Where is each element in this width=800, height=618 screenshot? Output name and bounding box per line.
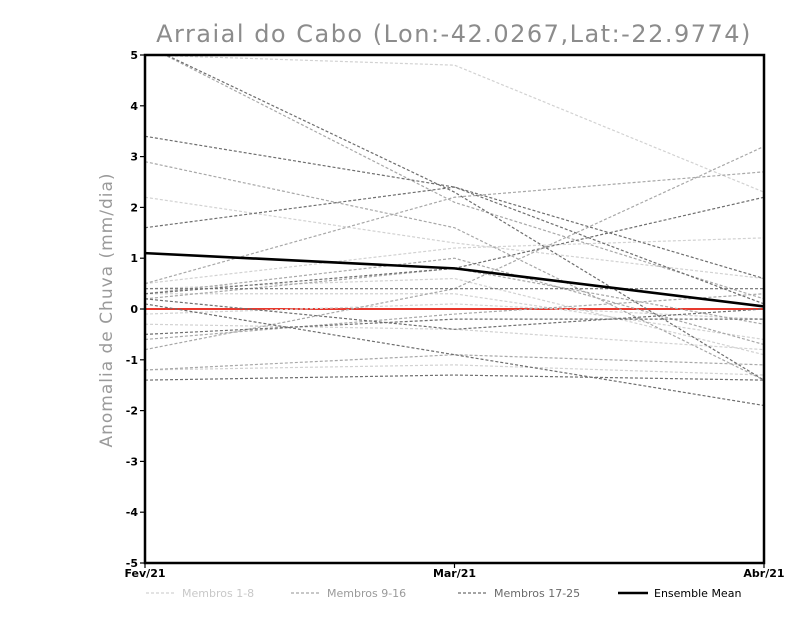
series-line-m04 [145,303,764,320]
x-tick-label: Fev/21 [124,567,165,580]
series-line-m25 [145,298,764,330]
series-line-m03 [145,293,764,341]
series-line-m10 [145,161,764,381]
series-line-m11 [145,171,764,285]
x-tick-label: Mar/21 [433,567,476,580]
series-line-m02 [145,196,764,280]
y-tick-label: 1 [130,252,138,265]
y-axis-label: Anomalia de Chuva (mm/dia) [97,172,117,447]
y-tick-label: -1 [126,354,138,367]
x-tick-label: Abr/21 [743,567,784,580]
y-tick-label: 2 [130,201,138,214]
legend-label: Membros 1-8 [182,587,254,600]
y-tick-label: 5 [130,49,138,62]
y-tick-label: -5 [126,557,138,570]
y-tick-label: -3 [126,455,138,468]
series-line-m20 [145,303,764,407]
ensemble-mean-line [145,251,764,308]
legend: Membros 1-8 Membros 9-16 Membros 17-25 Ense… [146,587,741,600]
series-line-m05 [145,323,764,351]
series-line-m15 [145,354,764,371]
series-line-m01 [145,55,764,193]
y-tick-label: -4 [126,506,139,519]
legend-label: Membros 9-16 [327,587,406,600]
series-line-m23 [145,196,764,295]
y-tick-label: 0 [130,303,138,316]
legend-label: Membros 17-25 [494,587,580,600]
series-line-m18 [145,186,764,305]
y-axis-ticks: -5 -4 -3 -2 -1 0 1 2 3 4 5 [126,49,145,570]
series-line-m14 [145,293,764,341]
series-line-m22 [145,374,764,381]
chart-title: Arraial do Cabo (Lon:-42.0267,Lat:-22.97… [156,20,752,48]
series-line-m07 [145,237,764,285]
series-line-m13 [145,145,764,351]
series-line-m21 [145,318,764,335]
series-line-m06 [145,364,764,376]
series-line-m09 [163,55,764,300]
y-tick-label: 4 [130,100,138,113]
x-axis-ticks: Fev/21 Mar/21 Abr/21 [124,563,785,580]
legend-label: Ensemble Mean [654,587,741,600]
y-tick-label: 3 [130,151,138,164]
series-line-m24 [164,55,764,381]
y-tick-label: -2 [126,405,138,418]
